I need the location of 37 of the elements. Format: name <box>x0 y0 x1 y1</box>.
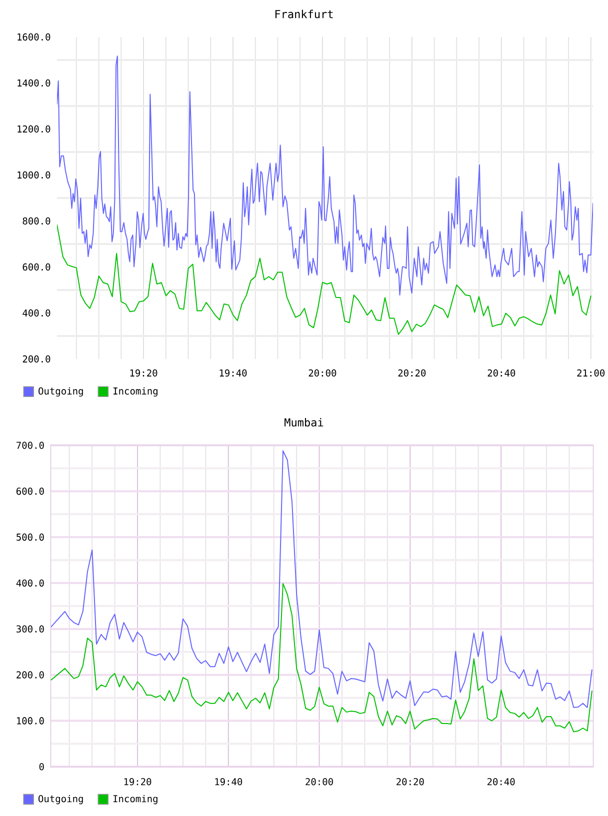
legend-label: Incoming <box>113 794 158 804</box>
x-tick-label: 20:40 <box>488 369 516 377</box>
y-tick-label: 200.0 <box>16 671 44 678</box>
y-tick-label: 1400.0 <box>18 79 50 87</box>
x-tick-label: 20:20 <box>396 778 424 786</box>
y-tick-label: 1000.0 <box>18 171 50 179</box>
y-tick-label: 600.0 <box>16 488 44 495</box>
y-tick-label: 400.0 <box>16 579 44 587</box>
x-tick-label: 19:20 <box>130 369 158 377</box>
line-series <box>50 450 592 708</box>
legend-label: Outgoing <box>38 387 83 397</box>
x-tick-label: 20:20 <box>398 369 426 377</box>
x-tick-label: 20:40 <box>487 778 515 786</box>
y-tick-label: 1200.0 <box>18 125 50 133</box>
y-tick-label: 1600.0 <box>18 33 50 41</box>
y-tick-label: 0 <box>39 763 44 770</box>
y-tick-label: 500.0 <box>16 534 44 541</box>
legend-label: Outgoing <box>38 794 83 804</box>
line-series <box>50 583 592 732</box>
x-tick-label: 19:40 <box>215 778 242 786</box>
x-tick-label: 21:00 <box>577 369 605 377</box>
x-tick-label: 19:20 <box>124 778 152 786</box>
y-tick-label: 400.0 <box>22 309 50 317</box>
x-tick-label: 20:00 <box>308 369 336 377</box>
x-tick-label: 20:00 <box>306 778 333 786</box>
line-series <box>57 56 594 296</box>
y-tick-label: 800.0 <box>22 217 50 225</box>
line-series <box>57 224 592 335</box>
y-tick-label: 300.0 <box>16 625 44 633</box>
chart-title: Mumbai <box>284 418 324 427</box>
y-tick-label: 100.0 <box>17 717 44 724</box>
legend-label: Incoming <box>114 387 158 397</box>
x-tick-label: 19:40 <box>220 369 247 377</box>
y-tick-label: 600.0 <box>22 263 50 271</box>
y-tick-label: 200.0 <box>22 355 50 363</box>
chart-title: Frankfurt <box>275 10 333 18</box>
y-tick-label: 700.0 <box>16 442 44 449</box>
